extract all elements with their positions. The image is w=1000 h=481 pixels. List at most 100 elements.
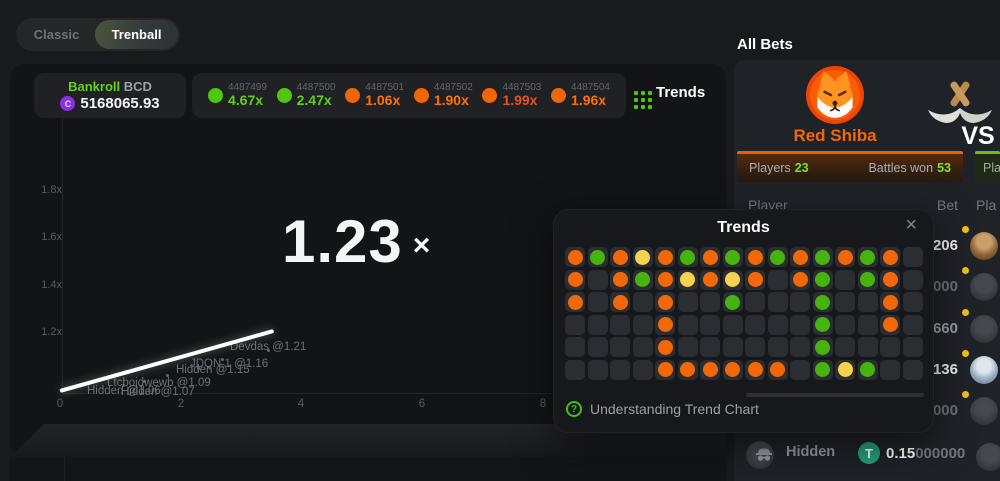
trend-result-dot	[702, 362, 718, 377]
divider	[64, 457, 65, 481]
trend-result-dot	[747, 272, 763, 287]
avatar[interactable]	[970, 232, 998, 260]
trend-result-dot	[882, 272, 898, 287]
history-result-badge[interactable]: 4487504 1.96x	[551, 82, 610, 108]
trend-result-dot	[567, 249, 583, 265]
trend-cell	[835, 337, 855, 357]
trend-result-dot	[657, 339, 673, 355]
x-tick: 0	[56, 398, 64, 410]
y-tick: 1.8x	[41, 184, 62, 196]
trend-cell	[700, 269, 720, 290]
round-id: 4487504	[571, 82, 610, 94]
trend-cell	[700, 314, 720, 335]
bet-amount: 0.15000000	[886, 445, 966, 462]
bet-row[interactable]: 136	[728, 350, 1000, 384]
bet-row[interactable]: 660	[728, 309, 1000, 343]
coin-dot-icon	[962, 309, 969, 316]
round-id: 4487499	[228, 82, 267, 94]
trend-cell	[767, 337, 788, 357]
history-result-badge[interactable]: 4487501 1.06x	[345, 82, 404, 108]
trend-cell	[677, 337, 698, 357]
round-id: 4487503	[502, 82, 542, 94]
bankroll-currency: BCD	[123, 79, 152, 94]
trend-cell	[655, 337, 675, 357]
trend-cell	[835, 292, 855, 312]
history-result-badge[interactable]: 4487499 4.67x	[208, 82, 267, 108]
chart-y-axis	[62, 118, 63, 394]
trend-cell	[677, 269, 698, 290]
close-icon[interactable]: ×	[905, 214, 917, 236]
tab-trenball[interactable]: Trenball	[95, 20, 178, 49]
trend-cell	[655, 269, 675, 290]
trends-button-label: Trends	[656, 84, 706, 101]
tab-classic[interactable]: Classic	[33, 27, 80, 42]
trend-cell	[835, 247, 855, 267]
history-result-badge[interactable]: 4487500 2.47x	[276, 82, 336, 108]
understanding-trend-chart-link[interactable]: ? Understanding Trend Chart	[566, 401, 759, 417]
trend-result-dot	[612, 294, 628, 310]
swords-icon	[928, 81, 992, 123]
trend-result-dot	[815, 272, 830, 287]
trend-cell	[677, 359, 698, 380]
trend-grid-scrollbar[interactable]	[746, 393, 924, 397]
trend-result-dot	[747, 362, 763, 377]
round-id: 4487502	[433, 82, 473, 94]
trend-result-dot	[882, 294, 898, 310]
hidden-player-name: Hidden	[786, 444, 836, 460]
avatar[interactable]	[970, 315, 998, 343]
round-id: 4487501	[365, 82, 405, 94]
trend-result-dot	[680, 249, 695, 265]
trend-cell	[767, 269, 788, 290]
result-dot-icon	[413, 87, 429, 103]
coin-dot-icon	[962, 350, 969, 357]
trend-result-dot	[725, 249, 740, 265]
avatar[interactable]	[970, 356, 998, 384]
trend-result-dot	[680, 272, 695, 287]
bankroll-header: Bankroll BCD	[68, 79, 152, 94]
result-dot-icon	[276, 87, 292, 103]
tether-icon: T	[858, 442, 880, 464]
trend-cell	[835, 359, 855, 380]
trend-result-dot	[612, 249, 628, 265]
trend-result-dot	[635, 249, 650, 265]
trend-cell	[587, 359, 608, 380]
round-multiplier: 4.67x	[228, 92, 264, 109]
bet-row[interactable]: .206	[728, 226, 1000, 260]
trend-result-dot	[702, 249, 718, 265]
trend-result-dot	[770, 249, 785, 265]
trends-button[interactable]: Trends	[634, 84, 705, 101]
trend-result-dot	[882, 317, 898, 332]
avatar[interactable]	[970, 397, 998, 425]
trend-cell	[745, 269, 765, 290]
trend-cell	[632, 337, 653, 357]
all-bets-title: All Bets	[737, 36, 793, 53]
trend-cell	[632, 292, 653, 312]
trend-cell	[790, 337, 810, 357]
trend-cell	[902, 359, 923, 380]
coin-icon: C	[60, 96, 76, 111]
avatar[interactable]	[970, 273, 998, 301]
trend-grid	[565, 247, 923, 380]
history-result-badge[interactable]: 4487502 1.90x	[413, 82, 473, 108]
trend-result-dot	[815, 362, 830, 377]
trend-result-dot	[815, 317, 830, 332]
cashout-dot	[122, 384, 125, 387]
trend-result-dot	[567, 272, 583, 287]
trend-result-dot	[837, 362, 853, 377]
trend-cell	[655, 314, 675, 335]
trend-cell	[767, 247, 788, 267]
trend-cell	[722, 247, 743, 267]
trend-result-dot	[657, 362, 673, 377]
x-tick: 6	[418, 398, 426, 410]
history-result-badge[interactable]: 4487503 1.99x	[482, 82, 541, 108]
help-icon: ?	[566, 401, 582, 417]
trend-cell	[565, 292, 585, 312]
bet-value: 660	[932, 320, 958, 337]
avatar[interactable]	[976, 443, 1000, 471]
trend-cell	[565, 314, 585, 335]
column-bet: Bet	[937, 197, 959, 213]
trend-cell	[902, 269, 923, 290]
trend-cell	[790, 269, 810, 290]
trend-cell	[812, 292, 833, 312]
